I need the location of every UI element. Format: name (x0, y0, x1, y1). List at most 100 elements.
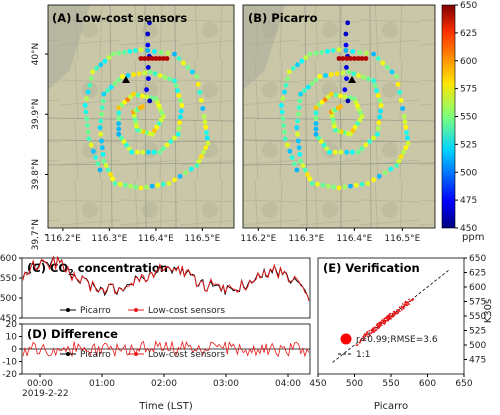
track-point (319, 49, 325, 55)
track-point (140, 104, 145, 110)
track-point (336, 56, 342, 61)
track-point (345, 20, 351, 26)
track-point (85, 89, 91, 95)
track-point (116, 126, 122, 132)
verification-y-tick-label: 475 (469, 356, 486, 366)
track-point (377, 114, 383, 120)
co2-panel: (C) CO2 concentration 450 500 550 600 Picar… (0, 254, 311, 324)
track-point (367, 139, 373, 144)
track-point (348, 183, 353, 189)
track-point (313, 121, 319, 126)
track-point (159, 110, 165, 116)
scatter-point (396, 312, 399, 315)
track-point (132, 116, 138, 122)
track-point (378, 103, 384, 108)
scatter-point (378, 326, 380, 329)
track-point (338, 149, 344, 155)
map-b-mountains (243, 5, 285, 90)
track-point (105, 88, 110, 93)
track-point (156, 103, 162, 109)
scatter-point (358, 341, 361, 344)
scatter-point (392, 315, 394, 318)
map-a-marker-icon (122, 76, 130, 83)
track-point (328, 91, 334, 97)
scatter-point (396, 309, 398, 312)
track-point (112, 181, 118, 186)
track-point (316, 102, 322, 108)
track-point (358, 110, 363, 116)
scatter-point (406, 304, 409, 307)
map-a-y-ticks: 40°N 39.9°N 39.8°N 39.7°N (31, 43, 48, 250)
track-point (282, 136, 288, 142)
track-point (292, 161, 297, 167)
colorbar-tick-label: 525 (460, 140, 477, 150)
track-point (332, 127, 338, 133)
scatter-point (389, 316, 392, 318)
track-point (93, 155, 98, 160)
track-point (145, 65, 151, 70)
track-point (321, 142, 327, 148)
track-point (285, 76, 290, 81)
map-a-frame (47, 4, 235, 229)
track-point (299, 58, 305, 64)
track-point (204, 135, 210, 141)
track-point (127, 49, 133, 54)
verification-x-label: Picarro (374, 401, 408, 412)
track-point (281, 123, 287, 128)
track-point (295, 118, 300, 124)
track-point (133, 48, 138, 53)
map-x-tick-label: 116.3°E (288, 234, 324, 244)
scatter-point (374, 326, 376, 329)
track-point (371, 78, 376, 84)
track-point (147, 98, 153, 104)
scatter-point (391, 312, 394, 315)
track-point (295, 111, 301, 117)
scatter-point (412, 298, 415, 300)
track-point (359, 56, 365, 61)
track-point (116, 50, 122, 56)
track-point (121, 49, 127, 55)
track-point (363, 142, 369, 148)
track-point (398, 154, 404, 160)
map-b-marker-icon (348, 76, 356, 83)
track-point (160, 181, 166, 187)
track-point (172, 177, 177, 183)
track-point (279, 109, 285, 115)
difference-legend-label-picarro: Picarro (80, 350, 111, 360)
track-point (352, 56, 357, 61)
track-point (176, 93, 182, 98)
map-a-x-ticks: 116.2°E 116.3°E 116.4°E 116.5°E (45, 228, 221, 244)
track-point (155, 99, 160, 105)
scatter-point (366, 335, 369, 338)
track-point (297, 152, 303, 157)
track-point (353, 182, 359, 188)
colorbar-tick-label: 450 (460, 224, 477, 234)
track-point (307, 51, 313, 57)
track-point (305, 84, 311, 90)
track-point (382, 170, 388, 176)
track-point (179, 103, 185, 108)
track-point (345, 98, 351, 104)
track-point (200, 106, 206, 111)
colorbar: 450 475 500 525 550 575 600 625 650 ppm (441, 1, 484, 243)
difference-legend-label-low-cost: Low-cost sensors (148, 350, 225, 360)
track-point (134, 127, 140, 133)
co2-y-tick-label: 450 (0, 314, 17, 324)
track-point (133, 184, 139, 190)
scatter-point (376, 324, 379, 326)
track-point (296, 105, 302, 110)
track-point (172, 51, 177, 57)
scatter-point (401, 303, 404, 305)
co2-y-tick-label: 500 (0, 294, 17, 304)
scatter-point (379, 323, 382, 326)
track-point (352, 124, 358, 130)
track-point (162, 74, 168, 80)
track-point (201, 114, 207, 119)
track-point (376, 120, 382, 126)
track-point (99, 105, 105, 110)
difference-y-tick-label: 10 (6, 333, 18, 343)
track-point (197, 90, 203, 95)
track-point (313, 77, 319, 83)
scatter-point (362, 335, 365, 338)
track-point (145, 48, 151, 53)
